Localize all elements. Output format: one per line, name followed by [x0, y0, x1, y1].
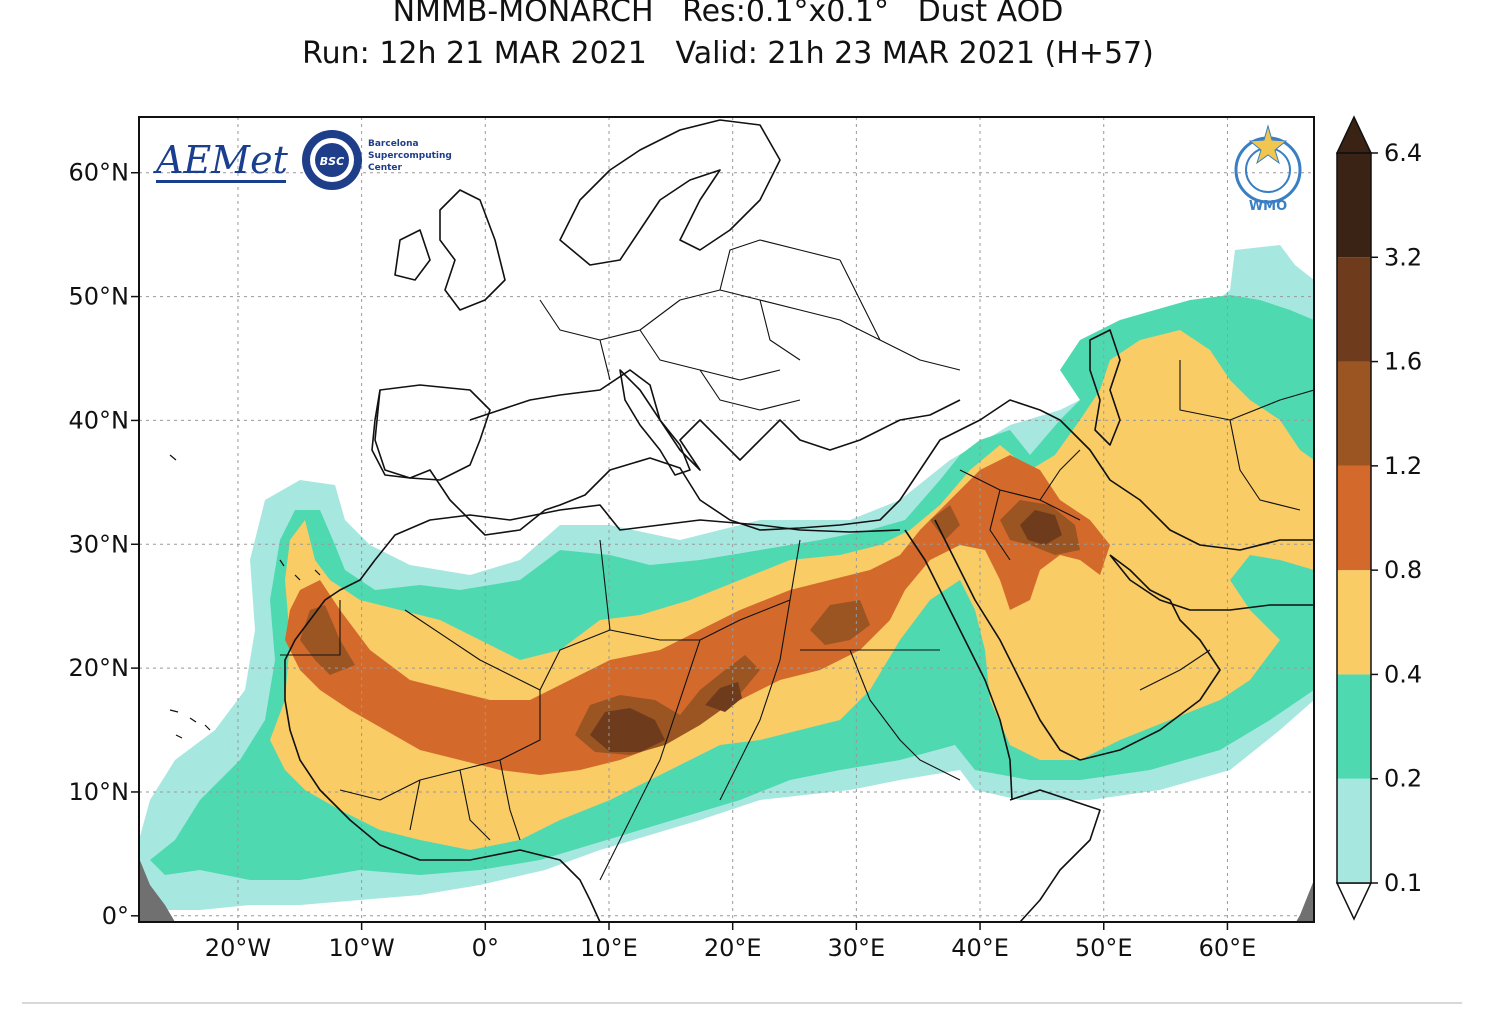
europe-borders — [539, 239, 961, 411]
colorbar-segment — [1337, 778, 1371, 883]
colorbar-segment — [1337, 674, 1371, 779]
colorbar-segment — [1337, 570, 1371, 675]
colorbar-tick-label: 0.4 — [1384, 660, 1422, 688]
lon-tick-label: 60°E — [1199, 934, 1257, 962]
dust-aod-field — [139, 245, 1314, 915]
aod-level-1.6 — [590, 510, 1062, 752]
lat-tick-label: 40°N — [69, 406, 130, 434]
bsc-line1: Barcelona — [368, 139, 419, 149]
colorbar-tick-label: 6.4 — [1384, 139, 1422, 167]
lat-tick-label: 0° — [102, 902, 129, 930]
bsc-badge-text: BSC — [320, 155, 344, 168]
lon-tick-label: 30°E — [828, 934, 886, 962]
coastlines-and-borders — [169, 119, 1314, 922]
colorbar-extend-low — [1335, 882, 1373, 921]
wmo-star-icon — [1248, 124, 1288, 165]
graticule — [139, 117, 1314, 922]
lon-tick-label: 10°E — [580, 934, 638, 962]
persian-gulf-iran — [1059, 419, 1314, 611]
colorbar: 0.1 0.2 0.4 0.8 1.2 1.6 3.2 6.4 — [1335, 115, 1422, 921]
lon-tick-label: 10°W — [328, 934, 394, 962]
colorbar-segment — [1337, 361, 1371, 466]
british-isles — [394, 189, 506, 311]
lon-tick-label: 20°E — [704, 934, 762, 962]
caspian-sea — [1089, 329, 1121, 446]
lat-tick-label: 30°N — [69, 530, 130, 558]
map-subtitle: Run: 12h 21 MAR 2021 Valid: 21h 23 MAR 2… — [302, 36, 1154, 71]
iberia — [374, 384, 491, 481]
colorbar-tick-label: 1.6 — [1384, 348, 1422, 376]
bsc-line2: Supercomputing — [368, 151, 452, 161]
africa-coastline — [284, 559, 1101, 922]
colorbar-tick-label: 0.8 — [1384, 556, 1422, 584]
masked-region-left — [139, 858, 175, 922]
aod-level-1.2 — [300, 500, 1080, 755]
wmo-logo-text: WMO — [1249, 199, 1287, 214]
bsc-line3: Center — [368, 163, 403, 173]
lat-tick-label: 50°N — [69, 283, 130, 311]
arabian-peninsula — [1079, 554, 1221, 761]
wmo-logo: WMO — [1234, 124, 1302, 214]
colorbar-segment — [1337, 153, 1371, 258]
lat-tick-label: 10°N — [69, 778, 130, 806]
footer-divider — [22, 1002, 1462, 1004]
lat-tick-label: 60°N — [69, 159, 130, 187]
africa-borders — [280, 539, 961, 881]
colorbar-tick-label: 0.1 — [1384, 869, 1422, 897]
masked-region-right — [1296, 880, 1314, 922]
bsc-logo: BSC Barcelona Supercomputing Center — [302, 130, 452, 190]
lon-tick-label: 40°E — [951, 934, 1009, 962]
longitude-axis: 20°W 10°W 0° 10°E 20°E 30°E 40°E 50°E 60°E — [205, 922, 1256, 962]
aemet-logo-text: AEMet — [153, 138, 289, 182]
colorbar-tick-label: 3.2 — [1384, 243, 1422, 271]
colorbar-segment — [1337, 465, 1371, 571]
red-sea-coasts — [904, 519, 1081, 801]
italy — [619, 369, 691, 476]
scandinavia — [559, 119, 781, 266]
colorbar-tick-label: 1.2 — [1384, 452, 1422, 480]
map-frame — [138, 116, 1315, 923]
map-title: NMMB-MONARCH Res:0.1°x0.1° Dust AOD — [392, 0, 1064, 29]
europe-coastline — [371, 389, 1061, 536]
colorbar-extend-high — [1335, 115, 1373, 154]
africa-north-coast — [374, 504, 901, 561]
map-area — [139, 117, 1314, 922]
lat-tick-label: 20°N — [69, 654, 130, 682]
islands — [169, 454, 321, 739]
aemet-logo: AEMet — [153, 138, 289, 183]
lon-tick-label: 50°E — [1075, 934, 1133, 962]
mediterranean-north — [469, 369, 961, 471]
lon-tick-label: 20°W — [205, 934, 271, 962]
lon-tick-label: 0° — [472, 934, 499, 962]
middle-east-borders — [959, 360, 1314, 691]
colorbar-tick-label: 0.2 — [1384, 765, 1422, 793]
latitude-axis: 0° 10°N 20°N 30°N 40°N 50°N 60°N — [69, 159, 139, 930]
colorbar-segment — [1337, 257, 1371, 362]
colorbar-frame — [1336, 152, 1372, 884]
